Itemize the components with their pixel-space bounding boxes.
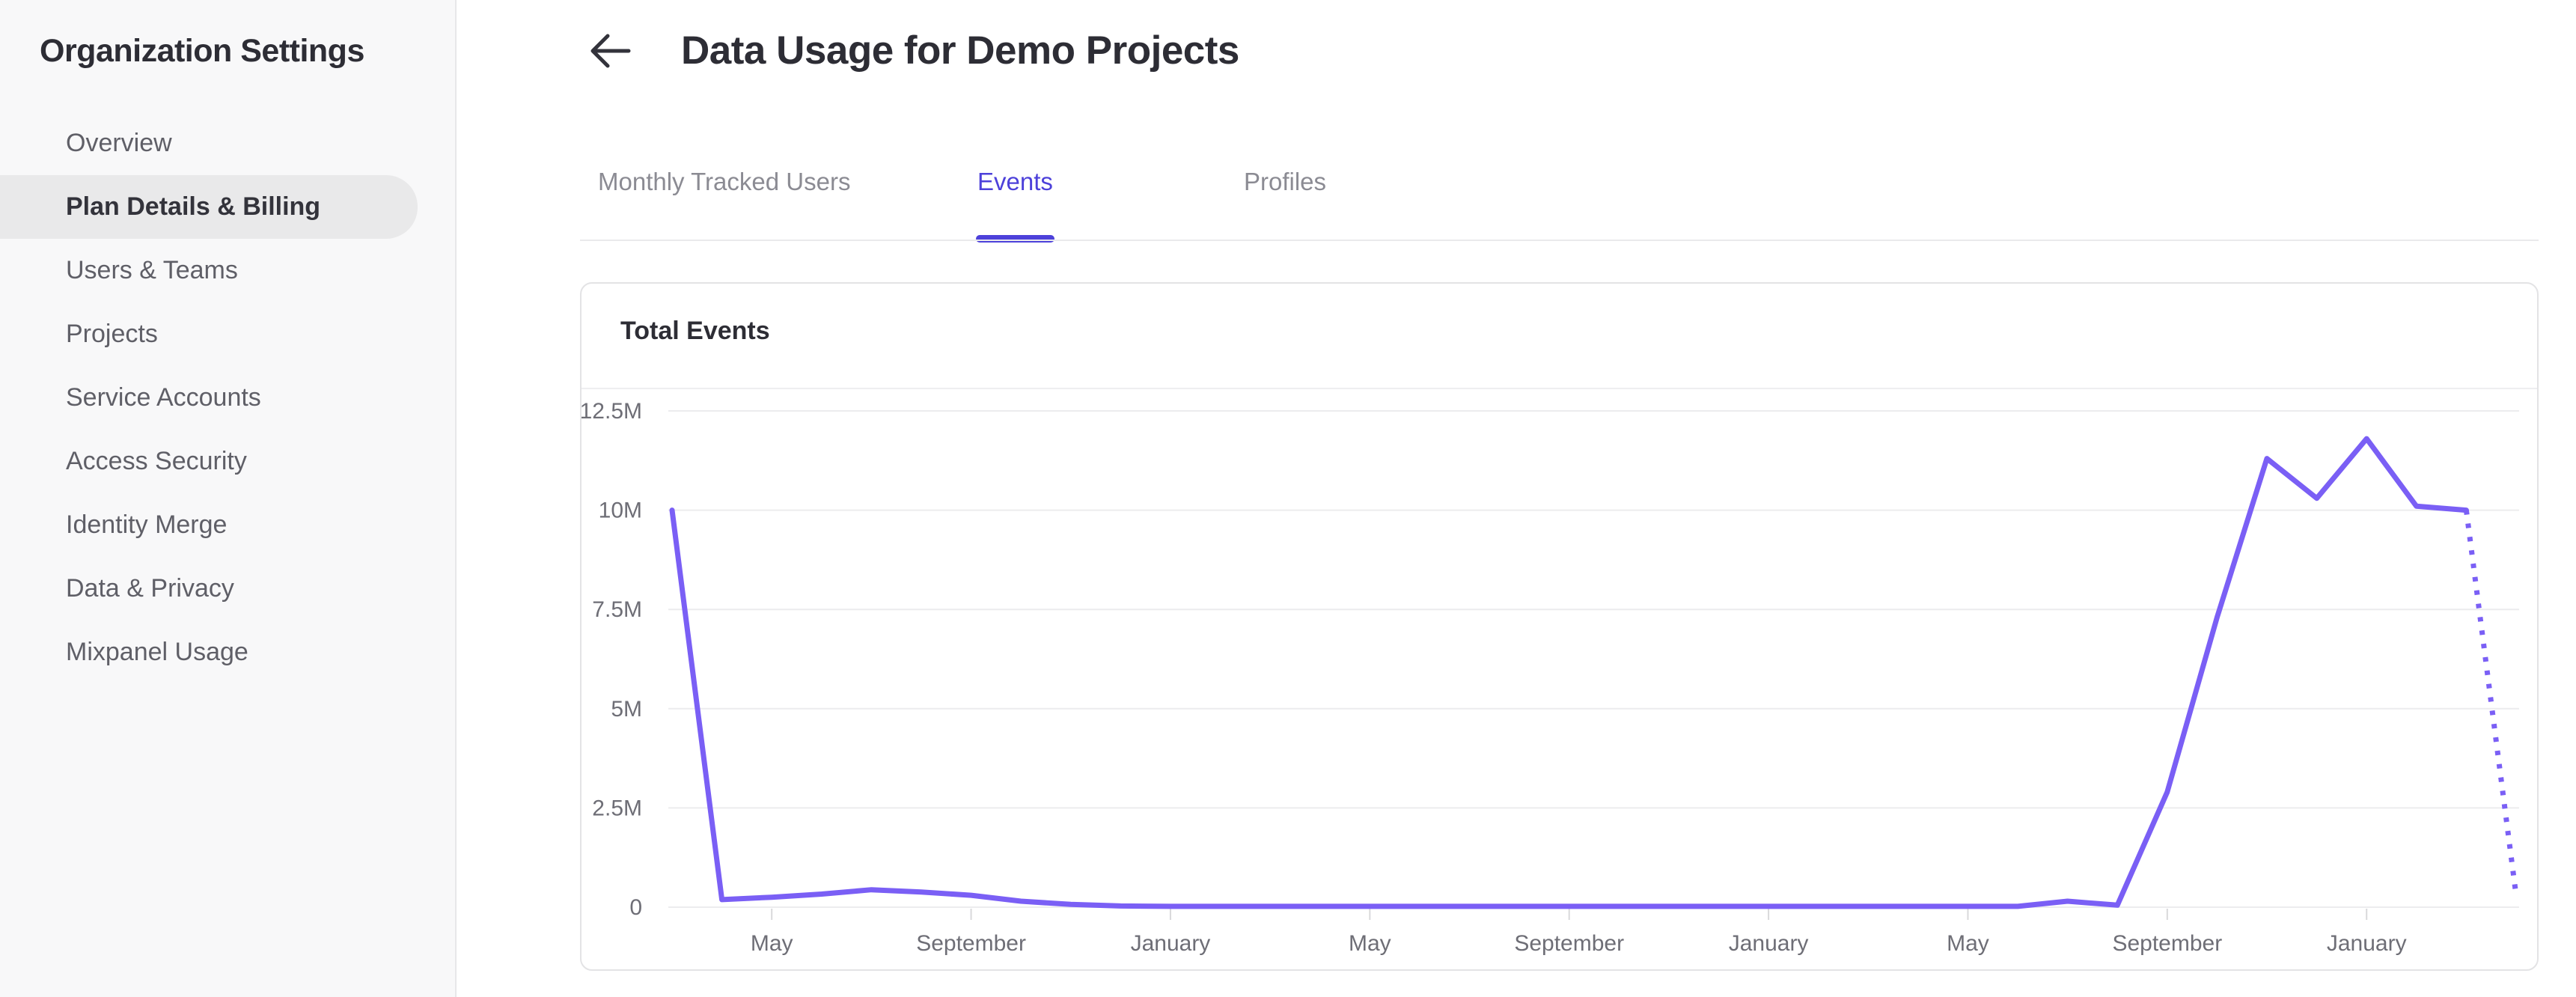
sidebar-item-identity-merge[interactable]: Identity Merge bbox=[0, 493, 418, 557]
sidebar-item-service-accounts[interactable]: Service Accounts bbox=[0, 366, 418, 430]
sidebar-item-mixpanel-usage[interactable]: Mixpanel Usage bbox=[0, 621, 418, 684]
sidebar-item-label: Projects bbox=[66, 319, 158, 348]
svg-text:September: September bbox=[1514, 931, 1624, 956]
svg-text:January: January bbox=[2327, 931, 2407, 956]
chart-y-axis-labels: 12.5M 10M 7.5M 5M 2.5M 0 bbox=[582, 399, 642, 920]
tab-bar: Monthly Tracked Users Events Profiles bbox=[457, 165, 2576, 243]
svg-text:September: September bbox=[916, 931, 1026, 956]
svg-text:January: January bbox=[1131, 931, 1211, 956]
svg-text:May: May bbox=[1349, 931, 1391, 956]
back-button[interactable] bbox=[582, 22, 639, 79]
chart-x-axis-ticks bbox=[771, 909, 2368, 920]
total-events-card: Total Events 12.5M 10M 7.5M 5M 2.5M 0 May Septe… bbox=[580, 282, 2539, 971]
tab-label: Monthly Tracked Users bbox=[598, 168, 851, 195]
events-line bbox=[669, 436, 2469, 909]
svg-text:May: May bbox=[751, 931, 793, 956]
tab-events[interactable]: Events bbox=[976, 165, 1054, 243]
svg-text:7.5M: 7.5M bbox=[592, 597, 642, 622]
svg-text:May: May bbox=[1947, 931, 1989, 956]
tab-label: Events bbox=[977, 168, 1053, 195]
sidebar-item-label: Users & Teams bbox=[66, 255, 238, 284]
svg-text:January: January bbox=[1729, 931, 1809, 956]
card-title: Total Events bbox=[620, 317, 770, 345]
sidebar: Organization Settings Overview Plan Detai… bbox=[0, 0, 457, 997]
sidebar-item-overview[interactable]: Overview bbox=[0, 112, 418, 175]
svg-text:10M: 10M bbox=[599, 498, 642, 523]
sidebar-item-label: Identity Merge bbox=[66, 510, 228, 539]
events-line-projection bbox=[2463, 510, 2519, 896]
sidebar-item-data-privacy[interactable]: Data & Privacy bbox=[0, 557, 418, 621]
svg-text:12.5M: 12.5M bbox=[582, 399, 642, 424]
chart-x-axis-labels: May September January May September January Ma… bbox=[751, 931, 2407, 956]
sidebar-item-plan-details-billing[interactable]: Plan Details & Billing bbox=[0, 174, 418, 239]
tab-profiles[interactable]: Profiles bbox=[1244, 165, 1326, 241]
sidebar-item-access-security[interactable]: Access Security bbox=[0, 430, 418, 493]
arrow-left-icon bbox=[590, 34, 631, 68]
sidebar-nav: Overview Plan Details & Billing Users & Te… bbox=[0, 0, 455, 997]
main-content: Data Usage for Demo Projects Monthly Tra… bbox=[457, 0, 2576, 997]
sidebar-item-users-teams[interactable]: Users & Teams bbox=[0, 239, 418, 302]
card-header-divider bbox=[582, 388, 2537, 389]
tab-bar-border bbox=[580, 240, 2539, 241]
active-tab-underline bbox=[976, 235, 1054, 243]
svg-text:5M: 5M bbox=[611, 697, 642, 722]
sidebar-item-label: Service Accounts bbox=[66, 382, 261, 412]
sidebar-item-label: Mixpanel Usage bbox=[66, 637, 248, 666]
sidebar-item-label: Data & Privacy bbox=[66, 573, 234, 603]
sidebar-title: Organization Settings bbox=[40, 33, 364, 69]
sidebar-item-label: Overview bbox=[66, 128, 172, 157]
page-title: Data Usage for Demo Projects bbox=[681, 28, 1239, 73]
tab-label: Profiles bbox=[1244, 168, 1327, 195]
chart-gridlines bbox=[668, 410, 2519, 908]
svg-text:0: 0 bbox=[629, 895, 642, 920]
svg-text:2.5M: 2.5M bbox=[592, 796, 642, 820]
sidebar-item-label: Plan Details & Billing bbox=[66, 192, 321, 221]
svg-text:September: September bbox=[2112, 931, 2222, 956]
tab-monthly-tracked-users[interactable]: Monthly Tracked Users bbox=[598, 165, 850, 241]
sidebar-item-label: Access Security bbox=[66, 446, 247, 475]
sidebar-item-projects[interactable]: Projects bbox=[0, 302, 418, 366]
